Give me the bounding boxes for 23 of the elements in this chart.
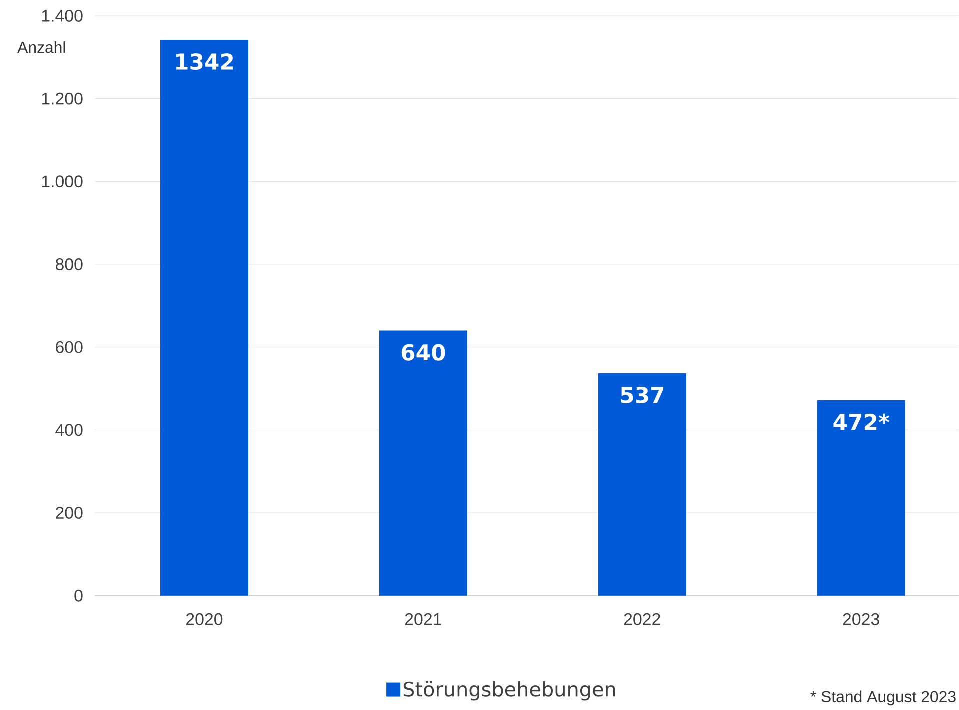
y-tick-label: 0 (74, 590, 83, 602)
x-tick-label: 2022 (624, 613, 660, 626)
y-axis-title: Anzahl (18, 42, 66, 54)
bar (817, 400, 906, 596)
y-tick-label: 1.400 (42, 10, 83, 22)
x-tick-label: 2023 (843, 613, 880, 626)
y-tick-label: 1.200 (42, 92, 83, 105)
bar (598, 374, 686, 596)
y-tick-label: 800 (56, 258, 83, 271)
y-tick-label: 1.000 (42, 176, 83, 188)
data-label: 1342 (176, 54, 234, 70)
y-tick-label: 600 (56, 341, 83, 354)
text: * Stand August 2023 (810, 690, 956, 706)
bar (379, 330, 468, 596)
x-tick-label: 2021 (405, 613, 442, 626)
legend-label: Störungsbehebungen (404, 682, 616, 701)
bar (160, 40, 248, 596)
x-tick-label: 2020 (186, 613, 223, 626)
y-tick-label: 200 (56, 507, 83, 520)
data-label: 537 (621, 387, 664, 404)
data-label: 472* (834, 414, 890, 430)
data-label: 640 (402, 344, 446, 361)
y-tick-label: 400 (56, 424, 83, 436)
